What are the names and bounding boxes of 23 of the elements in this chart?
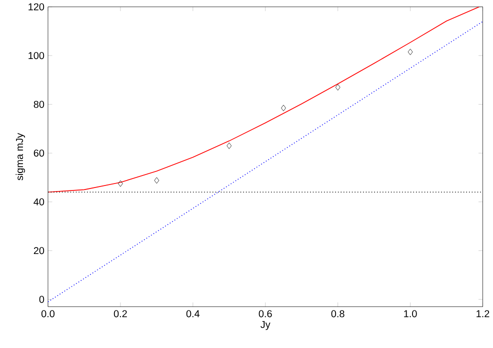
x-tick-label: 1.0: [404, 310, 417, 318]
y-tick-label: 80: [34, 100, 44, 108]
x-tick-label: 0.6: [258, 310, 272, 318]
point: [281, 104, 286, 112]
point: [118, 180, 123, 187]
point: [226, 142, 232, 150]
y-tick-label: 100: [28, 52, 44, 60]
y-tick-label: 40: [34, 198, 44, 206]
x-tick-label: 0.2: [114, 310, 127, 318]
x-tick-label: 0.0: [41, 310, 55, 318]
x-tick-label: 0.4: [186, 310, 200, 318]
x-tick-label: 0.8: [331, 310, 344, 318]
point: [335, 84, 340, 91]
x-tick-label: 1.2: [476, 310, 490, 318]
y-axis-title: sigma mJy: [16, 133, 26, 180]
y-tick-label: 60: [34, 150, 44, 157]
y-tick-label: 120: [28, 3, 44, 11]
point: [408, 48, 413, 56]
y-tick-label: 0: [39, 296, 44, 304]
line-series: [48, 7, 480, 193]
x-axis-title: Jy: [260, 321, 270, 330]
point: [154, 177, 160, 184]
y-tick-label: 20: [34, 247, 44, 254]
